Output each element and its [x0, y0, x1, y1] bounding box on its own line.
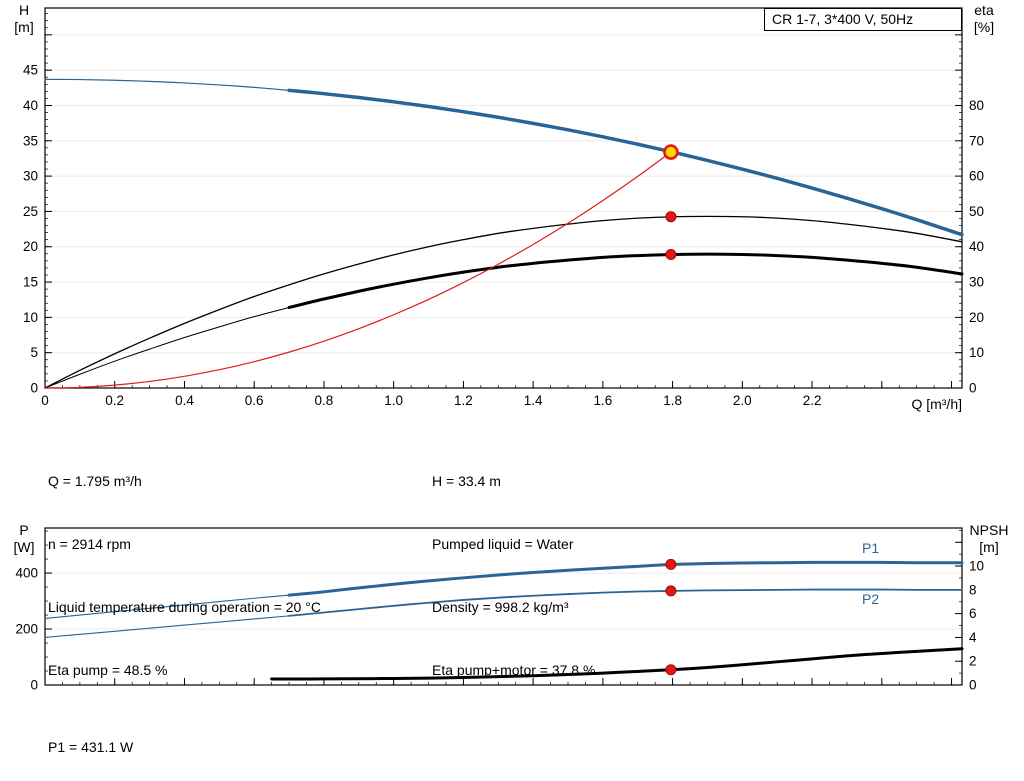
- y-right-tick-label: 0: [969, 678, 977, 693]
- y-right-tick-label: 6: [969, 606, 977, 621]
- y-right-tick-label: 70: [969, 133, 984, 148]
- p2-curve: [288, 588, 963, 617]
- y-right-tick-label: 8: [969, 582, 977, 597]
- npsh-axis-name: NPSH: [969, 522, 1009, 538]
- y-left-tick-label: 20: [23, 239, 38, 254]
- p-axis-name: P: [19, 522, 29, 538]
- y-left-tick-label: 400: [15, 566, 38, 581]
- power-npsh-data-column: P1 = 431.1 W P2 = 336.2 W NPSH = 1.29 m: [48, 695, 146, 781]
- power-npsh-chart: 0 200 400 0 2 4 6 8 10: [15, 527, 984, 693]
- info-h: H = 33.4 m: [432, 473, 501, 489]
- info-eta-pump-motor: Eta pump+motor = 37.8 %: [432, 662, 596, 678]
- npsh-curve: [270, 647, 964, 681]
- npsh-operating-dot: [665, 664, 677, 676]
- x-tick-label: 1.6: [594, 393, 613, 408]
- eta-pump-curve: [44, 215, 963, 389]
- y-left-tick-label: 10: [23, 310, 38, 325]
- p2-curve-label: P2: [862, 591, 880, 607]
- info-density: Density = 998.2 kg/m³: [432, 599, 569, 615]
- eta-pump-motor-extension: [44, 306, 290, 389]
- info-p1: P1 = 431.1 W: [48, 739, 134, 755]
- chart-title-box: CR 1-7, 3*400 V, 50Hz: [764, 8, 962, 31]
- x-tick-label: 1.2: [454, 393, 473, 408]
- p-axis-title: P [W]: [4, 522, 44, 556]
- p2-curve-extension: [44, 615, 290, 638]
- y-right-tick-label: 4: [969, 630, 977, 645]
- eta-axis-unit: [%]: [973, 19, 995, 35]
- y-left-tick-label: 15: [23, 275, 38, 290]
- y-right-tick-label: 2: [969, 654, 977, 669]
- plot-frame: [44, 7, 963, 389]
- y-right-tick-label: 10: [969, 559, 984, 574]
- eta-pump-operating-dot: [665, 211, 677, 223]
- y-left-tick-label: 25: [23, 204, 38, 219]
- p-axis-unit: [W]: [13, 539, 35, 555]
- y-left-tick-label: 0: [30, 678, 38, 693]
- x-tick-label: 2.0: [733, 393, 752, 408]
- h-axis-name: H: [18, 2, 30, 18]
- x-tick-label: 1.8: [663, 393, 682, 408]
- y-right-tick-label: 30: [969, 275, 984, 290]
- p1-operating-dot: [665, 558, 677, 570]
- eta-axis-title: eta [%]: [962, 2, 1006, 36]
- p1-curve: [287, 560, 964, 597]
- info-q: Q = 1.795 m³/h: [48, 473, 142, 489]
- y-left-tick-label: 45: [23, 63, 38, 78]
- y-left-tick-label: 5: [30, 345, 38, 360]
- y-right-tick-label: 10: [969, 345, 984, 360]
- eta-axis-name: eta: [974, 2, 994, 18]
- y-left-tick-label: 35: [23, 133, 38, 148]
- duty-point-marker: [663, 144, 679, 160]
- npsh-axis-title: NPSH [m]: [958, 522, 1020, 556]
- y-left-tick-label: 200: [15, 622, 38, 637]
- operating-data-left-column: Q = 1.795 m³/h n = 2914 rpm Liquid tempe…: [48, 429, 321, 723]
- y-right-tick-label: 0: [969, 381, 977, 396]
- q-axis-title: Q [m³/h]: [911, 396, 962, 412]
- x-tick-label: 1.4: [524, 393, 543, 408]
- y-left-tick-label: 0: [30, 381, 38, 396]
- y-left-tick-label: 40: [23, 98, 38, 113]
- y-right-tick-label: 20: [969, 310, 984, 325]
- system-resistance-curve: [44, 151, 672, 389]
- x-tick-label: 0.2: [105, 393, 124, 408]
- plot-frame: [44, 527, 963, 686]
- x-tick-label: 1.0: [384, 393, 403, 408]
- y-right-tick-label: 80: [969, 98, 984, 113]
- h-axis-unit: [m]: [14, 19, 34, 35]
- x-tick-label: 0.6: [245, 393, 264, 408]
- head-curve-extension: [44, 78, 290, 91]
- info-liquid-temperature: Liquid temperature during operation = 20…: [48, 599, 321, 615]
- p1-curve-extension: [44, 594, 290, 619]
- x-tick-label: 0: [41, 393, 49, 408]
- eta-pump-motor-operating-dot: [665, 249, 677, 260]
- operating-data-right-column: H = 33.4 m Pumped liquid = Water Density…: [432, 429, 595, 723]
- npsh-axis-unit: [m]: [979, 539, 999, 555]
- x-tick-label: 0.4: [175, 393, 194, 408]
- y-right-tick-label: 50: [969, 204, 984, 219]
- x-tick-label: 2.2: [803, 393, 822, 408]
- p2-operating-dot: [665, 585, 677, 597]
- x-tick-label: 0.8: [315, 393, 334, 408]
- info-pumped-liquid: Pumped liquid = Water: [432, 536, 574, 552]
- head-curve: [287, 88, 964, 237]
- y-right-tick-label: 60: [969, 169, 984, 184]
- y-right-tick-label: 40: [969, 239, 984, 254]
- hq-eta-chart: 0 0.2 0.4 0.6 0.8 1.0 1.2 1.4 1.6 1.8 2.0 2.2 0 5 10 15…: [23, 7, 984, 408]
- y-left-tick-label: 30: [23, 169, 38, 184]
- h-axis-title: H [m]: [4, 2, 44, 36]
- eta-pump-motor-curve: [287, 252, 964, 309]
- info-eta-pump: Eta pump = 48.5 %: [48, 662, 168, 678]
- p1-curve-label: P1: [862, 540, 880, 556]
- info-rpm: n = 2914 rpm: [48, 536, 131, 552]
